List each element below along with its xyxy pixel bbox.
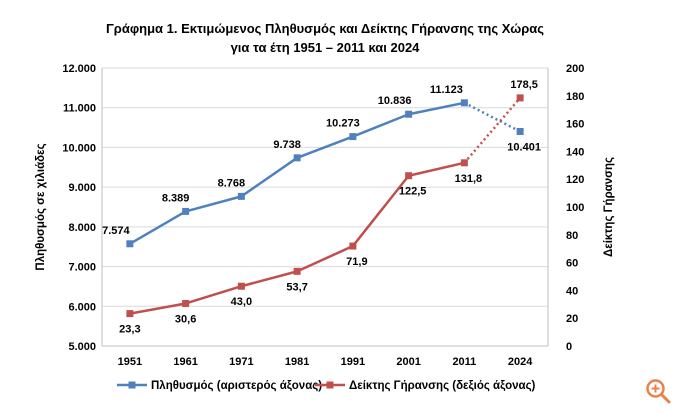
legend-label-population: Πληθυσμός (αριστερός άξονας) xyxy=(151,380,322,392)
data-label-aging-index: 53,7 xyxy=(286,281,307,293)
left-tick-label: 12.000 xyxy=(62,63,96,75)
data-point-aging-index xyxy=(126,310,134,318)
right-tick-label: 40 xyxy=(566,285,578,297)
left-tick-label: 9.000 xyxy=(68,182,96,194)
left-tick-label: 5.000 xyxy=(68,341,96,353)
data-point-aging-index xyxy=(405,172,413,180)
series-projection-aging-index xyxy=(463,97,522,164)
data-point-population xyxy=(293,154,301,162)
data-label-aging-index: 43,0 xyxy=(231,296,252,308)
series-layer: 7.574 8.389 8.768 9.738 10.273 10.836 11.123 10… xyxy=(102,79,541,336)
data-label-aging-index: 122,5 xyxy=(399,186,427,198)
data-point-aging-index xyxy=(516,94,524,102)
series-projection-population xyxy=(463,101,521,133)
left-tick-label: 7.000 xyxy=(68,262,96,274)
data-label-population: 10.836 xyxy=(378,95,412,107)
right-tick-label: 20 xyxy=(566,313,578,325)
data-point-population xyxy=(349,133,357,141)
x-tick-label: 2011 xyxy=(452,356,476,368)
x-tick-label: 2024 xyxy=(508,356,533,368)
legend-marker-population xyxy=(128,381,136,389)
data-label-aging-index: 178,5 xyxy=(510,79,538,91)
data-label-aging-index: 131,8 xyxy=(455,173,483,185)
data-label-aging-index: 23,3 xyxy=(119,324,140,336)
legend: Πληθυσμός (αριστερός άξονας) Δείκτης Γήρ… xyxy=(117,380,536,392)
left-tick-label: 10.000 xyxy=(62,142,96,154)
data-label-population: 10.401 xyxy=(507,142,541,154)
data-point-aging-index xyxy=(349,242,357,250)
right-tick-label: 200 xyxy=(566,63,584,75)
right-tick-label: 60 xyxy=(566,258,578,270)
data-label-aging-index: 71,9 xyxy=(346,256,367,268)
data-point-aging-index xyxy=(460,159,468,167)
data-point-population xyxy=(182,207,190,215)
data-label-aging-index: 30,6 xyxy=(175,313,196,325)
x-axis-ticks: 1951 1961 1971 1981 1991 2001 2011 2024 xyxy=(118,356,534,368)
gridlines xyxy=(101,67,549,347)
right-tick-label: 160 xyxy=(566,119,584,131)
data-point-aging-index xyxy=(182,299,190,307)
data-point-aging-index xyxy=(237,282,245,290)
chart-subtitle: για τα έτη 1951 – 2011 και 2024 xyxy=(231,40,421,55)
left-tick-label: 6.000 xyxy=(68,301,96,313)
x-tick-label: 1971 xyxy=(229,356,253,368)
legend-label-aging-index: Δείκτης Γήρανσης (δεξιός άξονας) xyxy=(349,380,536,392)
data-point-population xyxy=(237,192,245,200)
x-tick-label: 2001 xyxy=(396,356,420,368)
left-axis-label: Πληθυσμός σε χιλιάδες xyxy=(35,143,47,270)
data-label-population: 9.738 xyxy=(273,139,301,151)
data-point-population xyxy=(516,128,524,136)
data-point-aging-index xyxy=(293,267,301,275)
x-tick-label: 1961 xyxy=(173,356,197,368)
data-point-population xyxy=(126,240,134,248)
data-label-population: 10.273 xyxy=(326,118,360,130)
zoom-in-icon[interactable] xyxy=(644,377,672,405)
x-tick-label: 1991 xyxy=(341,356,365,368)
data-label-population: 11.123 xyxy=(430,84,463,96)
data-label-population: 7.574 xyxy=(102,225,130,237)
right-tick-label: 140 xyxy=(566,146,584,158)
right-tick-label: 80 xyxy=(566,230,578,242)
chart-title: Γράφημα 1. Εκτιμώμενος Πληθυσμός και Δεί… xyxy=(106,21,544,36)
data-label-population: 8.389 xyxy=(162,192,190,204)
x-tick-label: 1981 xyxy=(285,356,309,368)
data-point-population xyxy=(405,110,413,118)
left-axis-ticks: 5.000 6.000 7.000 8.000 9.000 10.000 11.000 12.… xyxy=(62,63,96,353)
legend-marker-aging-index xyxy=(326,381,334,389)
data-label-population: 8.768 xyxy=(218,177,246,189)
right-tick-label: 180 xyxy=(566,91,584,103)
right-tick-label: 100 xyxy=(566,202,584,214)
right-axis-ticks: 0 20 40 60 80 100 120 140 160 180 200 xyxy=(566,63,584,353)
x-tick-label: 1951 xyxy=(118,356,142,368)
left-tick-label: 8.000 xyxy=(68,222,96,234)
data-point-population xyxy=(460,99,468,107)
right-tick-label: 120 xyxy=(566,174,584,186)
right-tick-label: 0 xyxy=(566,341,572,353)
left-tick-label: 11.000 xyxy=(63,103,96,115)
right-axis-label: Δείκτης Γήρανσης xyxy=(603,157,615,257)
